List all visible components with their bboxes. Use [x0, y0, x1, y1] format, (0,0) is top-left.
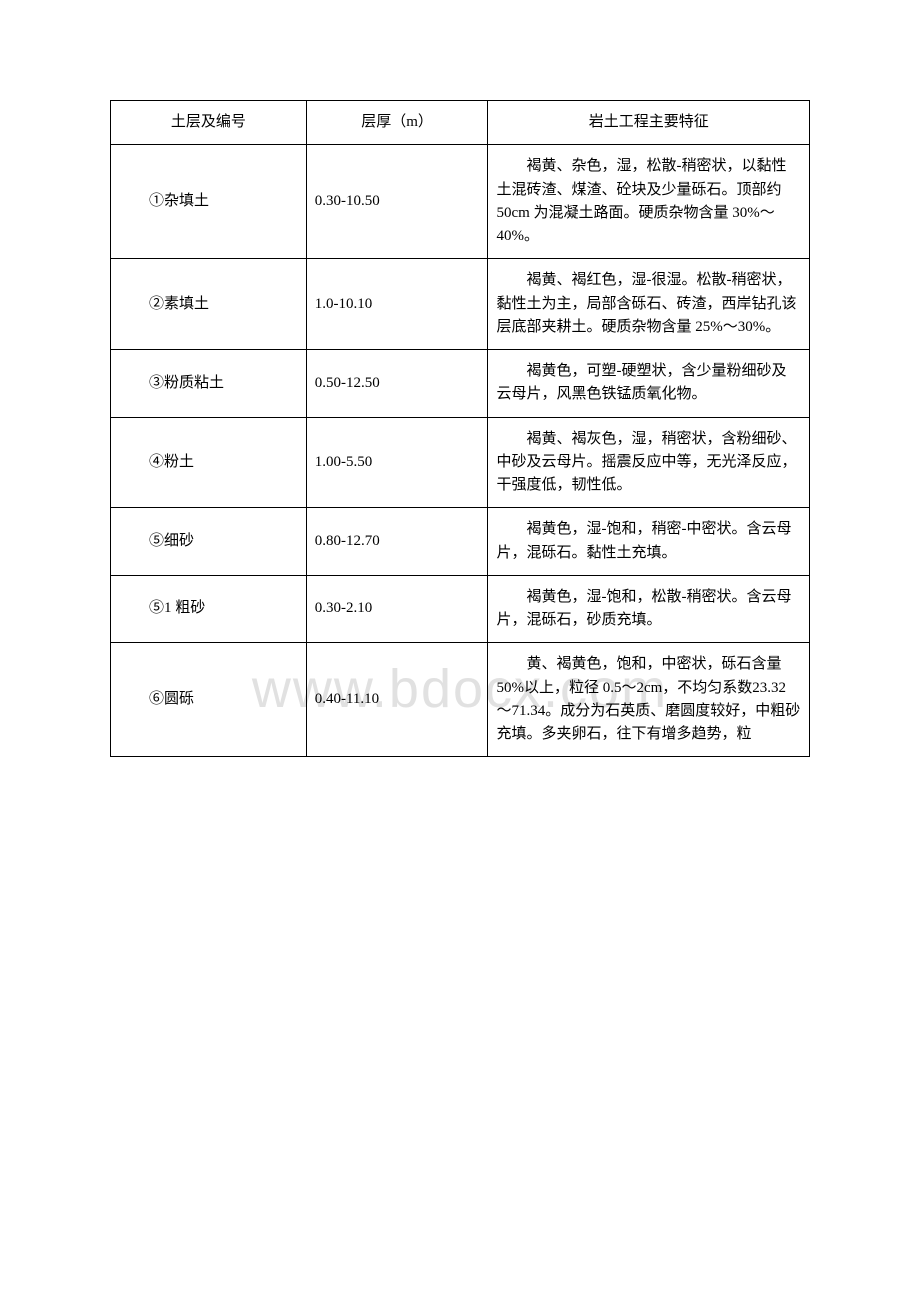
cell-layer: ⑤1 粗砂 [111, 575, 307, 643]
cell-desc: 褐黄、褐红色，湿-很湿。松散-稍密状，黏性土为主，局部含砾石、砖渣，西岸钻孔该层… [488, 259, 810, 350]
cell-desc: 褐黄色，湿-饱和，稍密-中密状。含云母片，混砾石。黏性土充填。 [488, 508, 810, 576]
cell-layer: ①杂填土 [111, 145, 307, 259]
table-row: ⑤1 粗砂 0.30-2.10 褐黄色，湿-饱和，松散-稍密状。含云母片，混砾石… [111, 575, 810, 643]
table-row: ①杂填土 0.30-10.50 褐黄、杂色，湿，松散-稍密状，以黏性土混砖渣、煤… [111, 145, 810, 259]
cell-thickness: 1.0-10.10 [306, 259, 488, 350]
cell-desc: 黄、褐黄色，饱和，中密状，砾石含量50%以上，粒径 0.5～2cm，不均匀系数2… [488, 643, 810, 757]
soil-layer-table: 土层及编号 层厚（m） 岩土工程主要特征 ①杂填土 0.30-10.50 褐黄、… [110, 100, 810, 757]
table-row: ⑥圆砾 0.40-11.10 黄、褐黄色，饱和，中密状，砾石含量50%以上，粒径… [111, 643, 810, 757]
cell-layer: ⑥圆砾 [111, 643, 307, 757]
table-row: ③粉质粘土 0.50-12.50 褐黄色，可塑-硬塑状，含少量粉细砂及云母片，风… [111, 350, 810, 418]
cell-thickness: 0.40-11.10 [306, 643, 488, 757]
table-header-row: 土层及编号 层厚（m） 岩土工程主要特征 [111, 101, 810, 145]
cell-layer: ④粉土 [111, 417, 307, 508]
cell-layer: ③粉质粘土 [111, 350, 307, 418]
header-thickness: 层厚（m） [306, 101, 488, 145]
cell-desc: 褐黄色，可塑-硬塑状，含少量粉细砂及云母片，风黑色铁锰质氧化物。 [488, 350, 810, 418]
cell-thickness: 0.30-2.10 [306, 575, 488, 643]
cell-thickness: 1.00-5.50 [306, 417, 488, 508]
cell-thickness: 0.80-12.70 [306, 508, 488, 576]
header-desc: 岩土工程主要特征 [488, 101, 810, 145]
table-row: ②素填土 1.0-10.10 褐黄、褐红色，湿-很湿。松散-稍密状，黏性土为主，… [111, 259, 810, 350]
table-row: ④粉土 1.00-5.50 褐黄、褐灰色，湿，稍密状，含粉细砂、中砂及云母片。摇… [111, 417, 810, 508]
cell-desc: 褐黄色，湿-饱和，松散-稍密状。含云母片，混砾石，砂质充填。 [488, 575, 810, 643]
cell-layer: ⑤细砂 [111, 508, 307, 576]
cell-thickness: 0.30-10.50 [306, 145, 488, 259]
cell-layer: ②素填土 [111, 259, 307, 350]
cell-desc: 褐黄、褐灰色，湿，稍密状，含粉细砂、中砂及云母片。摇震反应中等，无光泽反应，干强… [488, 417, 810, 508]
cell-desc: 褐黄、杂色，湿，松散-稍密状，以黏性土混砖渣、煤渣、砼块及少量砾石。顶部约50c… [488, 145, 810, 259]
cell-thickness: 0.50-12.50 [306, 350, 488, 418]
header-layer: 土层及编号 [111, 101, 307, 145]
table-row: ⑤细砂 0.80-12.70 褐黄色，湿-饱和，稍密-中密状。含云母片，混砾石。… [111, 508, 810, 576]
